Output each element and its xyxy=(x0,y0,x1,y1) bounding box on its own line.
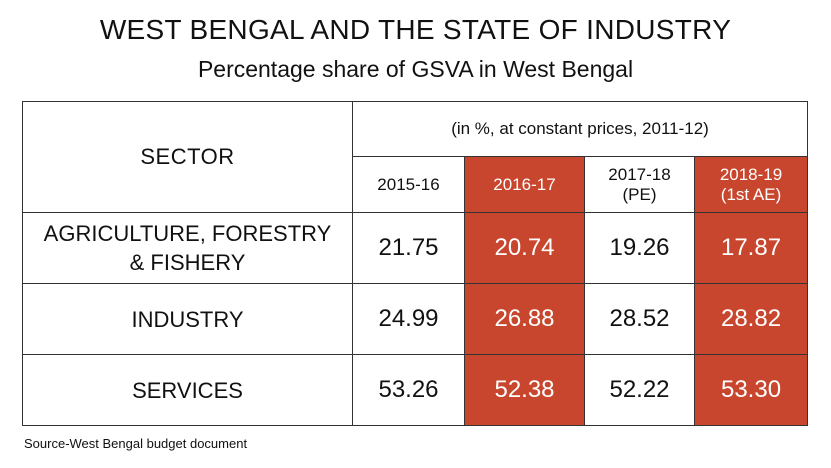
value-cell: 21.75 xyxy=(352,212,465,285)
value-cell: 20.74 xyxy=(464,212,585,285)
value-cell: 24.99 xyxy=(352,283,465,356)
sector-label-line: & FISHERY xyxy=(129,250,246,276)
value-cell: 52.38 xyxy=(464,354,585,426)
column-note: (PE) xyxy=(622,184,657,204)
sector-header: SECTOR xyxy=(22,100,353,214)
table-row: INDUSTRY 24.99 26.88 28.52 28.82 xyxy=(22,283,809,356)
value-cell: 17.87 xyxy=(693,212,809,285)
column-header: 2016-17 xyxy=(464,155,585,214)
sector-label: SERVICES xyxy=(22,354,353,426)
column-year: 2018-19 xyxy=(719,164,783,184)
sector-label-line: AGRICULTURE, FORESTRY xyxy=(43,221,332,247)
column-year: 2015-16 xyxy=(377,174,440,194)
column-header: 2018-19 (1st AE) xyxy=(693,155,809,214)
value-cell: 53.26 xyxy=(352,354,465,426)
sector-label: AGRICULTURE, FORESTRY & FISHERY xyxy=(22,212,353,285)
column-note: (1st AE) xyxy=(720,184,782,204)
sector-label: INDUSTRY xyxy=(22,283,353,356)
column-header: 2015-16 xyxy=(352,155,465,214)
chart-subtitle: Percentage share of GSVA in West Bengal xyxy=(197,56,634,82)
value-cell: 26.88 xyxy=(464,283,585,356)
value-cell: 19.26 xyxy=(584,212,695,285)
table-row: AGRICULTURE, FORESTRY & FISHERY 21.75 20… xyxy=(22,212,809,285)
value-cell: 53.30 xyxy=(693,354,809,426)
chart-title: WEST BENGAL AND THE STATE OF INDUSTRY xyxy=(99,14,732,45)
unit-note: (in %, at constant prices, 2011-12) xyxy=(351,101,809,157)
column-year: 2016-17 xyxy=(493,174,556,194)
value-cell: 28.52 xyxy=(584,283,695,356)
value-cell: 28.82 xyxy=(693,283,809,356)
column-year: 2017-18 xyxy=(608,164,671,184)
table-row: SERVICES 53.26 52.38 52.22 53.30 xyxy=(22,354,809,426)
source-note: Source-West Bengal budget document xyxy=(24,436,248,451)
gsva-table: SECTOR (in %, at constant prices, 2011-1… xyxy=(22,100,809,426)
value-cell: 52.22 xyxy=(584,354,695,426)
column-header: 2017-18 (PE) xyxy=(584,155,695,214)
